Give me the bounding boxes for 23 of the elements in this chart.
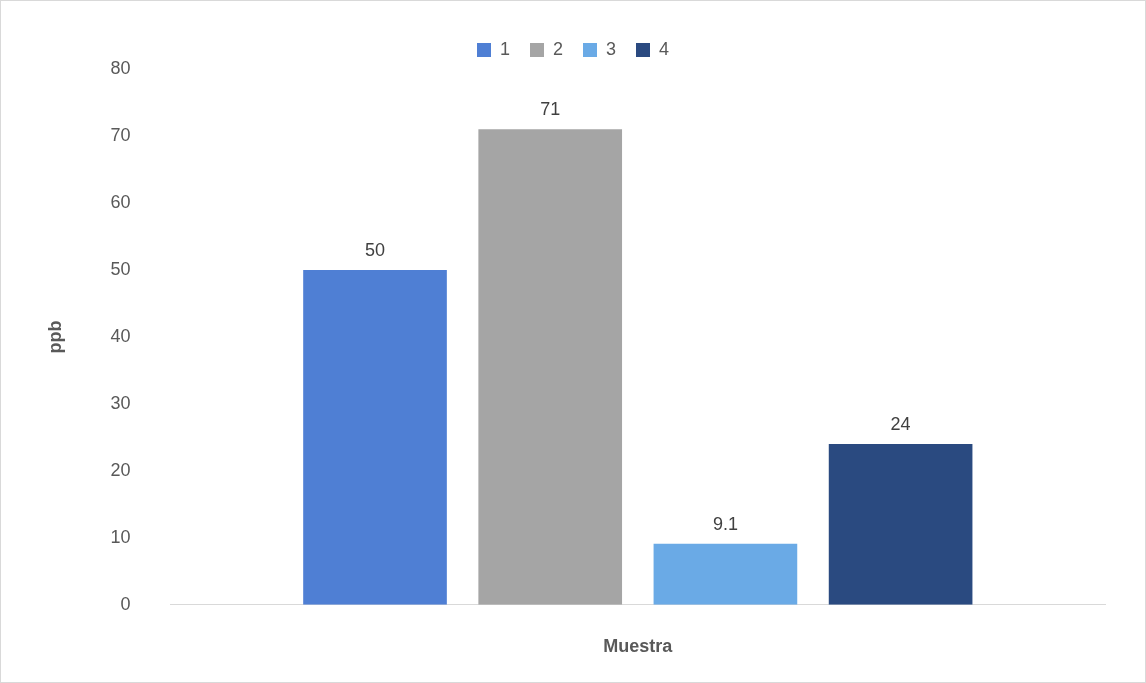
- y-tick-label: 60: [110, 191, 131, 212]
- data-label: 9.1: [712, 513, 738, 534]
- data-label: 71: [540, 99, 561, 120]
- bar: [478, 129, 623, 605]
- y-tick-label: 10: [110, 526, 131, 547]
- y-tick-label: 50: [110, 258, 131, 279]
- y-tick-label: 30: [110, 392, 131, 413]
- y-tick-label: 20: [110, 459, 131, 480]
- legend-label: 4: [659, 38, 670, 59]
- legend-label: 2: [552, 38, 563, 59]
- y-tick-label: 80: [110, 57, 131, 78]
- y-tick-label: 40: [110, 325, 131, 346]
- legend-label: 1: [499, 38, 510, 59]
- data-label: 50: [365, 239, 386, 260]
- data-label: 24: [890, 414, 911, 435]
- bar: [828, 444, 973, 605]
- y-tick-label: 0: [120, 593, 131, 614]
- legend-label: 3: [606, 38, 617, 59]
- bar: [303, 269, 447, 605]
- x-axis-title: Muestra: [603, 636, 674, 657]
- bar: [653, 543, 798, 605]
- y-axis-title: ppb: [44, 320, 65, 354]
- y-tick-label: 70: [110, 124, 131, 145]
